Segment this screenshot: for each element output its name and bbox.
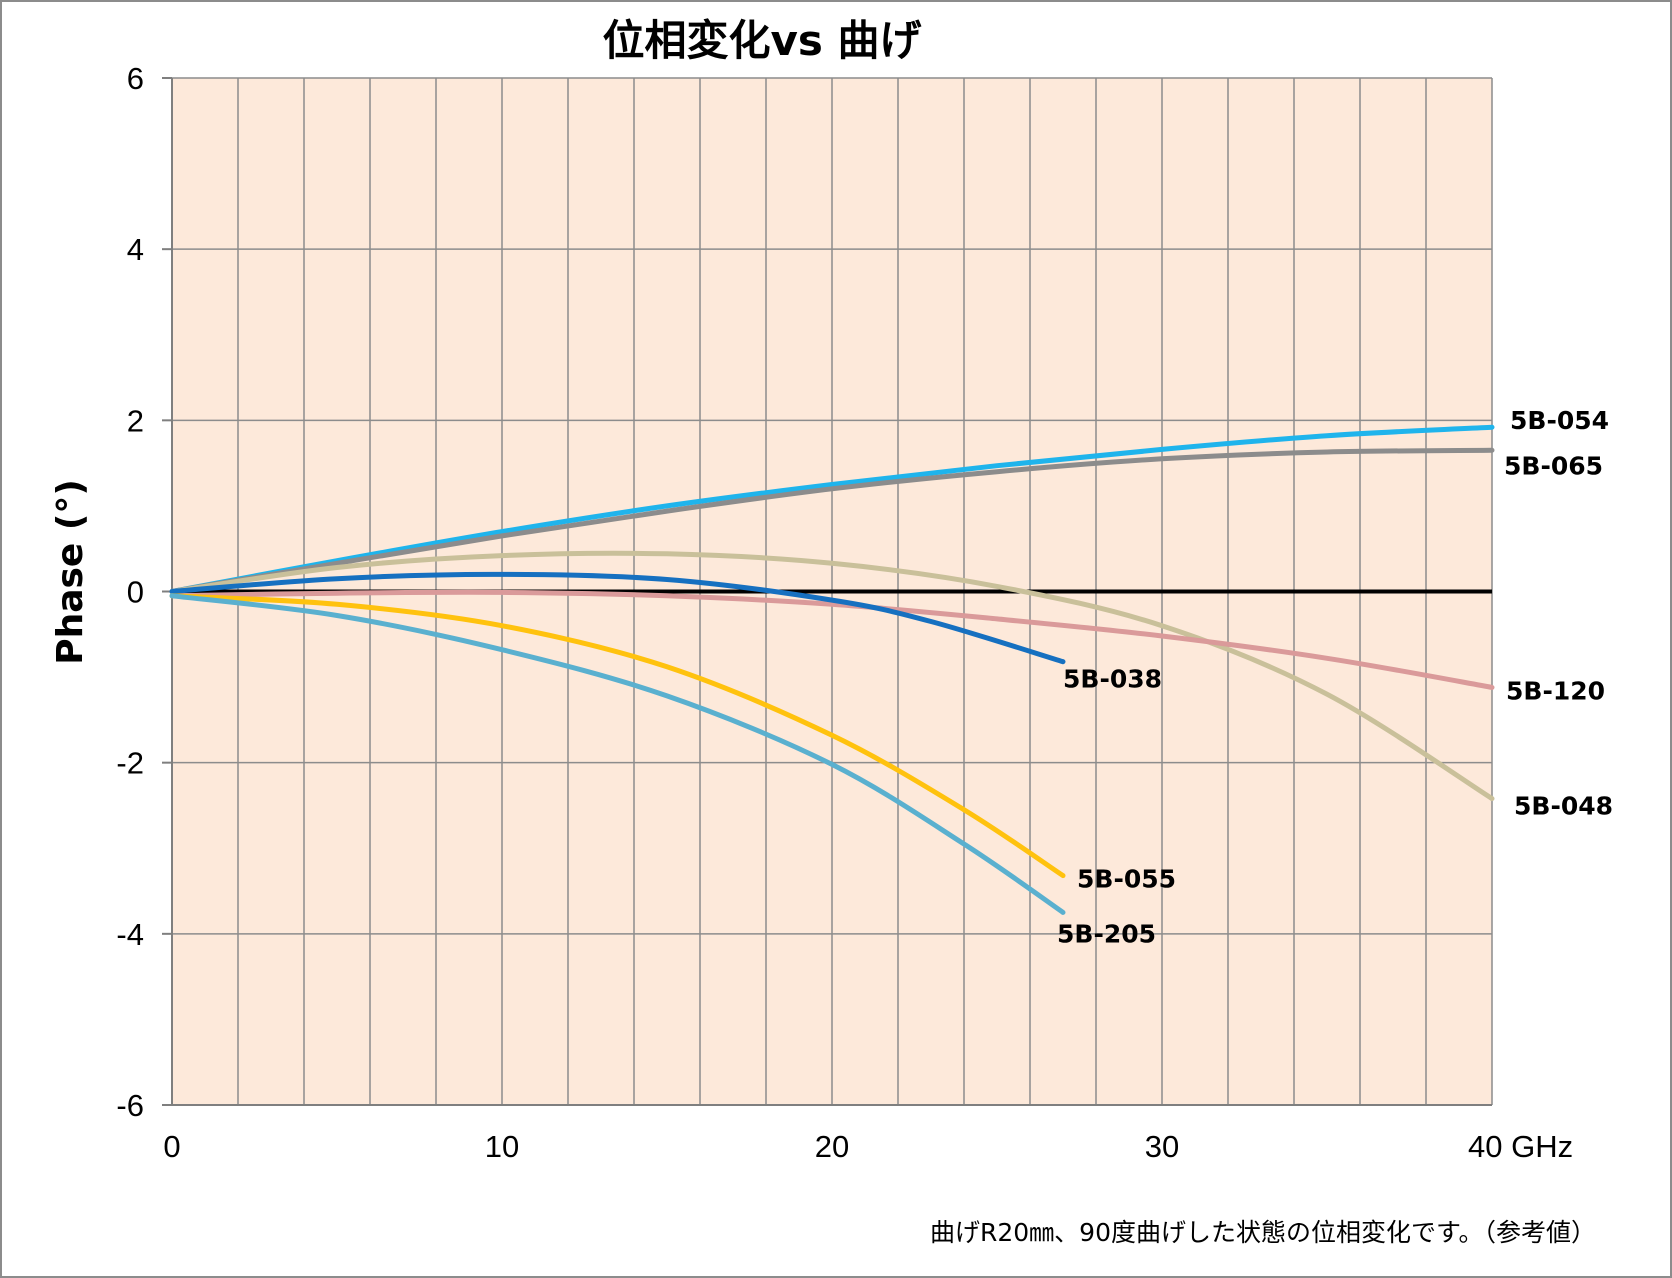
series-label-5b-038: 5B-038: [1063, 665, 1162, 694]
series-label-5b-048: 5B-048: [1514, 792, 1613, 821]
chart-title: 位相変化vs 曲げ: [603, 16, 922, 65]
footnote: 曲げR20㎜、90度曲げした状態の位相変化です。（参考値）: [930, 1218, 1596, 1247]
series-line-5b-120: [169, 589, 1495, 690]
x-tick-label: 30: [1145, 1129, 1179, 1164]
series-line-5b-054: [169, 424, 1495, 594]
series-line-5b-205: [169, 593, 1066, 915]
y-tick-label: 4: [127, 232, 144, 267]
series-label-5b-054: 5B-054: [1510, 406, 1609, 435]
axes: -6 -4 -2 0 2 4 6 0 10 20 30 40 GHz: [116, 61, 1573, 1164]
series-label-5b-205: 5B-205: [1057, 919, 1156, 948]
series-line-5b-038: [169, 571, 1066, 665]
series-lines: [169, 424, 1495, 915]
series-labels: 5B-054 5B-065 5B-048 5B-120 5B-038 5B-055 5B-2…: [1057, 406, 1613, 948]
y-tick-label: -2: [116, 746, 144, 781]
y-tick-label: -4: [116, 917, 144, 952]
y-tick-label: -6: [116, 1088, 144, 1123]
y-tick-label: 0: [127, 575, 144, 610]
series-line-5b-055: [169, 593, 1066, 879]
y-tick-label: 6: [127, 61, 144, 96]
series-label-5b-065: 5B-065: [1504, 451, 1603, 480]
x-tick-label: 0: [163, 1129, 180, 1164]
series-label-5b-055: 5B-055: [1077, 865, 1176, 894]
series-line-5b-065: [169, 447, 1495, 594]
x-tick-label: 40 GHz: [1468, 1129, 1573, 1164]
series-label-5b-120: 5B-120: [1506, 676, 1605, 705]
y-axis-label: Phase (°): [50, 479, 91, 665]
series-line-5b-048: [169, 550, 1495, 802]
y-tick-label: 2: [127, 403, 144, 438]
x-tick-label: 10: [485, 1129, 519, 1164]
x-tick-label: 20: [815, 1129, 849, 1164]
